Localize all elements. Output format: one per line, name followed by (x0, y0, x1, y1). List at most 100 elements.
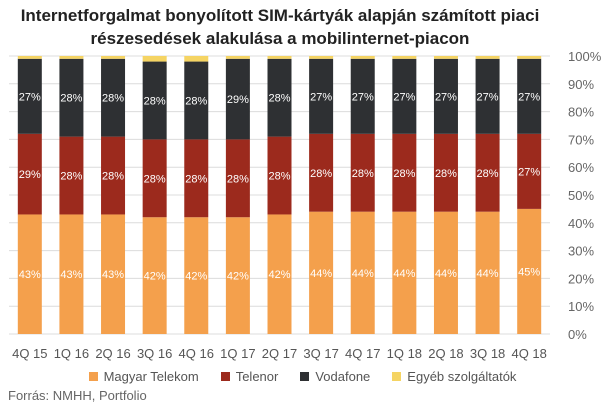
bar-segment-egy-b-szolg-ltat-k (517, 56, 542, 59)
bar-segment-telenor (392, 133, 417, 212)
x-tick-label: 4Q 17 (345, 346, 380, 361)
bar-segment-egy-b-szolg-ltat-k (17, 56, 42, 59)
bar-segment-vodafone (142, 61, 167, 140)
chart-title-line-2: részesedések alakulása a mobilinternet-p… (90, 29, 470, 48)
bar-segment-magyar-telekom (184, 217, 209, 334)
data-label: 27% (435, 91, 457, 103)
x-tick-label: 2Q 17 (262, 346, 297, 361)
legend-label-egyeb-szolgaltatok: Egyéb szolgáltatók (407, 368, 517, 384)
data-label: 28% (310, 168, 332, 180)
x-tick-label: 4Q 16 (179, 346, 214, 361)
bar-segment-telenor (350, 133, 375, 212)
data-label: 45% (518, 266, 540, 278)
data-label: 44% (435, 268, 457, 280)
data-label: 27% (518, 91, 540, 103)
bar-segment-magyar-telekom (392, 211, 417, 334)
bar-segment-vodafone (101, 58, 126, 137)
source-note: Forrás: NMHH, Portfolio (8, 388, 147, 403)
bar-segment-magyar-telekom (475, 211, 500, 334)
bar-segment-egy-b-szolg-ltat-k (225, 56, 250, 59)
bar-segment-egy-b-szolg-ltat-k (392, 56, 417, 59)
y-tick-label: 40% (568, 216, 594, 231)
bar-segment-telenor (59, 136, 84, 215)
legend-item-egyeb-szolgaltatok: Egyéb szolgáltatók (392, 369, 516, 384)
y-tick-label: 30% (568, 244, 594, 259)
data-label: 42% (185, 271, 207, 283)
legend-item-magyar-telekom: Magyar Telekom (88, 369, 199, 384)
x-tick-label: 1Q 17 (220, 346, 255, 361)
data-label: 27% (518, 166, 540, 178)
bar-segment-magyar-telekom (17, 214, 42, 334)
bar-segment-magyar-telekom (433, 211, 458, 334)
y-tick-label: 100% (568, 49, 602, 64)
bar-segment-egy-b-szolg-ltat-k (142, 56, 167, 62)
data-label: 28% (144, 95, 166, 107)
bar-segment-magyar-telekom (309, 211, 334, 334)
data-label: 29% (19, 169, 41, 181)
bar-segment-vodafone (433, 58, 458, 134)
bar-segment-telenor (267, 136, 292, 215)
legend-item-vodafone: Vodafone (300, 369, 370, 384)
data-label: 44% (352, 268, 374, 280)
bar-segment-telenor (309, 133, 334, 212)
bar-segment-vodafone (475, 58, 500, 134)
bar-segment-magyar-telekom (517, 208, 542, 334)
bar-segment-telenor (142, 139, 167, 218)
data-label: 28% (393, 168, 415, 180)
legend-item-telenor: Telenor (220, 369, 278, 384)
bar-segment-vodafone (59, 58, 84, 137)
bar-segment-egy-b-szolg-ltat-k (59, 56, 84, 59)
data-label: 42% (227, 271, 249, 283)
y-tick-label: 20% (568, 271, 594, 286)
bar-segment-egy-b-szolg-ltat-k (267, 56, 292, 59)
chart-title-line-1: Internetforgalmat bonyolított SIM-kártyá… (20, 6, 540, 25)
data-label: 44% (393, 268, 415, 280)
bar-segment-vodafone (392, 58, 417, 134)
legend-label-vodafone: Vodafone (315, 368, 371, 384)
bar-segment-telenor (184, 139, 209, 218)
bar-segment-vodafone (17, 58, 42, 134)
data-label: 28% (185, 95, 207, 107)
data-label: 28% (268, 93, 290, 105)
x-tick-label: 3Q 16 (137, 346, 172, 361)
y-tick-label: 90% (568, 77, 594, 92)
y-tick-label: 50% (568, 188, 594, 203)
bar-segment-vodafone (350, 58, 375, 134)
x-tick-label: 4Q 15 (12, 346, 47, 361)
data-label: 44% (477, 268, 499, 280)
data-label: 43% (19, 269, 41, 281)
data-label: 28% (60, 93, 82, 105)
data-label: 43% (60, 269, 82, 281)
bar-segment-telenor (225, 139, 250, 218)
y-tick-label: 80% (568, 105, 594, 120)
data-label: 28% (352, 168, 374, 180)
data-label: 28% (435, 168, 457, 180)
data-label: 28% (268, 171, 290, 183)
data-label: 27% (19, 91, 41, 103)
y-tick-label: 70% (568, 132, 594, 147)
y-tick-label: 0% (568, 327, 587, 342)
data-label: 43% (102, 269, 124, 281)
x-tick-label: 1Q 18 (387, 346, 422, 361)
data-label: 27% (393, 91, 415, 103)
bar-segment-telenor (101, 136, 126, 215)
data-label: 28% (60, 171, 82, 183)
data-label: 28% (102, 93, 124, 105)
data-label: 28% (102, 171, 124, 183)
x-tick-label: 2Q 18 (428, 346, 463, 361)
data-label: 28% (185, 173, 207, 185)
data-label: 44% (310, 268, 332, 280)
x-tick-label: 3Q 18 (470, 346, 505, 361)
bar-segment-egy-b-szolg-ltat-k (433, 56, 458, 59)
bar-segment-vodafone (517, 58, 542, 134)
data-label: 27% (310, 91, 332, 103)
bar-segment-magyar-telekom (350, 211, 375, 334)
x-tick-label: 4Q 18 (511, 346, 546, 361)
data-label: 42% (268, 269, 290, 281)
y-tick-label: 10% (568, 299, 594, 314)
bar-segment-telenor (17, 133, 42, 215)
bar-segment-vodafone (225, 58, 250, 140)
data-label: 29% (227, 94, 249, 106)
bar-segment-egy-b-szolg-ltat-k (350, 56, 375, 59)
